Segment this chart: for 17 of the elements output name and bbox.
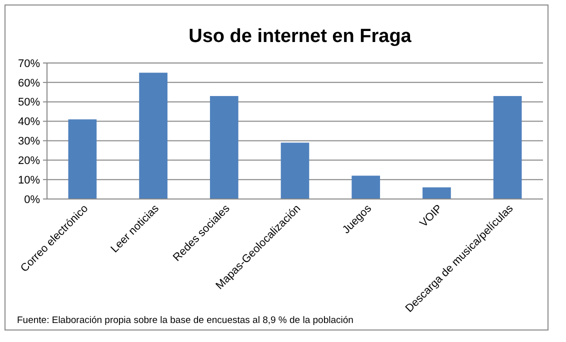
y-tick-label: 10%: [18, 174, 40, 186]
y-tick-label: 60%: [18, 77, 40, 90]
y-tick-label: 50%: [18, 96, 40, 109]
bar: [422, 187, 451, 199]
y-tick-label: 70%: [18, 58, 40, 70]
y-tick-label: 40%: [18, 116, 40, 128]
y-tick-label: 0%: [24, 194, 40, 206]
bar: [139, 72, 168, 199]
chart-title: Uso de internet en Fraga: [188, 26, 412, 47]
y-tick-label: 20%: [18, 154, 40, 167]
bar: [352, 176, 380, 199]
y-tick-label: 30%: [18, 136, 40, 148]
source-note: Fuente: Elaboración propia sobre la base de encuestas al 8,9 % de la población: [17, 315, 354, 326]
bar: [280, 142, 310, 199]
bar: [210, 96, 238, 199]
bar: [68, 119, 97, 199]
bar: [493, 96, 522, 199]
